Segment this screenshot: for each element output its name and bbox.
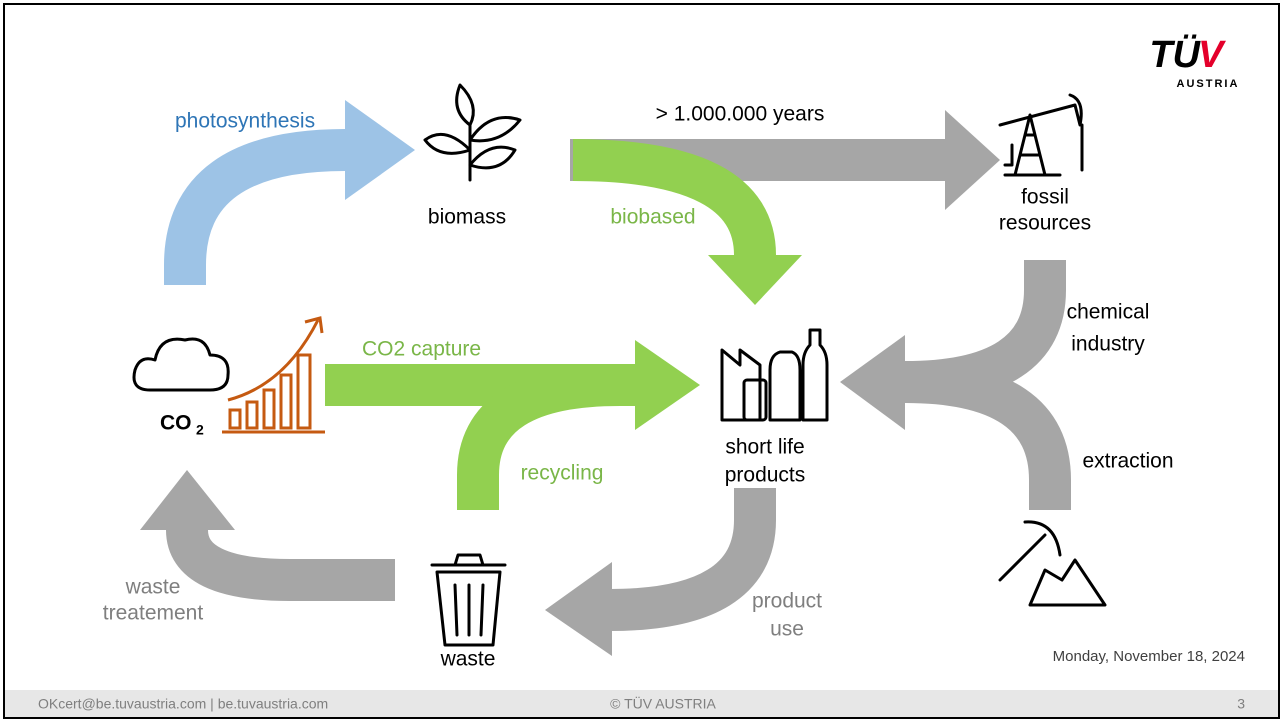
label-waste-treatment: waste <box>125 576 181 599</box>
date: Monday, November 18, 2024 <box>1053 648 1245 665</box>
arrowhead <box>840 335 905 430</box>
plant-icon <box>423 83 522 182</box>
arrowheads <box>140 100 1000 656</box>
arrowhead <box>708 255 802 305</box>
arrow-recycling <box>457 364 621 510</box>
label-fossil-resources: resources <box>999 212 1091 235</box>
footer-contact: OKcert@be.tuvaustria.com | be.tuvaustria… <box>38 696 328 712</box>
label-duration: > 1.000.000 years <box>656 103 825 126</box>
label-chemical-industry: industry <box>1071 333 1145 356</box>
footer-page: 3 <box>1237 696 1245 712</box>
label-co2-capture: CO2 capture <box>362 338 481 361</box>
label-fossil-resources: fossil <box>1021 186 1069 209</box>
label-product-use: use <box>770 618 804 641</box>
label-co2-subscript: 2 <box>196 422 204 438</box>
label-short-life-products: short life <box>725 436 804 459</box>
arrowhead <box>345 100 415 200</box>
label-waste: waste <box>440 648 496 671</box>
footer-bar <box>5 690 1278 717</box>
label-recycling: recycling <box>521 462 604 485</box>
trash-icon <box>430 553 507 647</box>
arrow-waste-treatment <box>166 528 395 601</box>
logo-brand: TÜ <box>1149 33 1201 76</box>
mining-icon <box>998 520 1107 607</box>
label-product-use: product <box>752 590 822 613</box>
arrowhead <box>635 340 700 430</box>
oil-pump-icon <box>998 93 1084 177</box>
label-photosynthesis: photosynthesis <box>175 110 315 133</box>
arrows <box>164 129 1071 631</box>
arrow-extraction <box>904 361 1071 510</box>
label-short-life-products: products <box>725 464 806 487</box>
label-chemical-industry: chemical <box>1067 301 1150 324</box>
logo-country: AUSTRIA <box>1177 78 1240 90</box>
footer-copyright: © TÜV AUSTRIA <box>610 695 716 712</box>
label-biomass: biomass <box>428 206 506 229</box>
cloud-icon <box>132 337 230 392</box>
arrow-biobased <box>572 139 776 257</box>
arrowhead <box>945 110 1000 210</box>
logo-brand-v: V <box>1198 34 1226 76</box>
arrow-photosynthesis <box>164 129 346 285</box>
arrow-product-use <box>609 488 776 631</box>
label-biobased: biobased <box>610 206 695 229</box>
label-co2: CO <box>160 412 192 435</box>
label-extraction: extraction <box>1082 450 1173 473</box>
arrowhead <box>140 470 235 530</box>
arrowhead <box>545 562 612 656</box>
growth-chart-icon <box>222 316 325 434</box>
products-icon <box>720 328 829 422</box>
label-waste-treatment: treatement <box>103 602 204 625</box>
